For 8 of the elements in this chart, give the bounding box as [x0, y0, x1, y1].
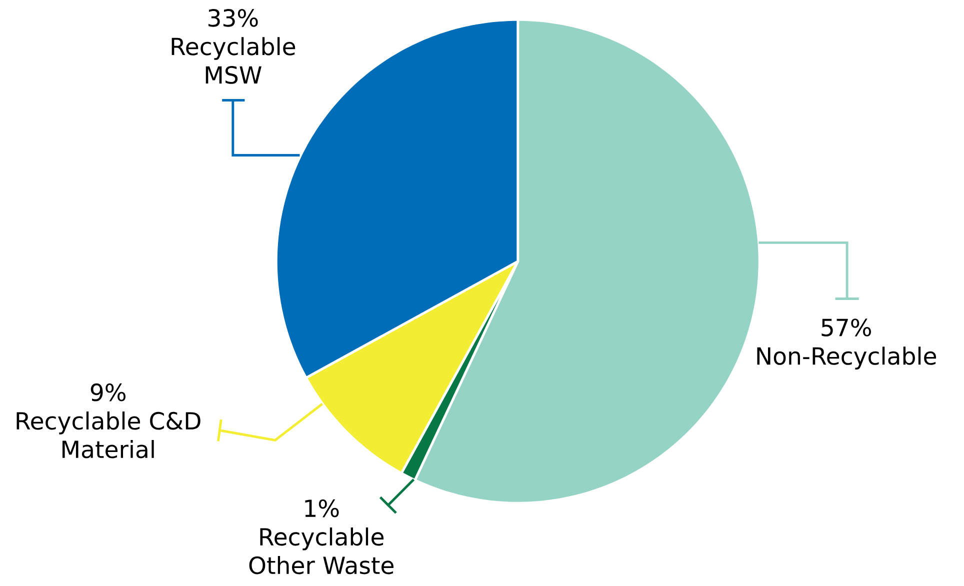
slice-label: Recyclable MSW [172, 37, 296, 84]
data-label: 9% [90, 384, 126, 402]
slice-label: Recyclable Other Waste [249, 528, 394, 574]
slice-label: Recyclable C&D Material [16, 412, 200, 458]
slice-label: Non-Recyclable [757, 346, 936, 370]
data-label: 57% [822, 318, 871, 337]
data-label: 1% [305, 500, 339, 518]
data-label: 33% [208, 9, 258, 28]
